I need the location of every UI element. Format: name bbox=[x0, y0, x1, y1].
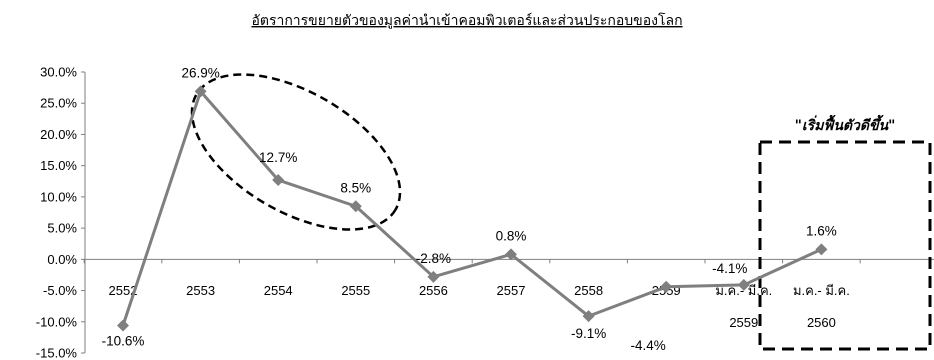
y-tick-label: 20.0% bbox=[40, 127, 77, 142]
x-tick-label: 2558 bbox=[574, 283, 603, 298]
data-label: -9.1% bbox=[571, 326, 606, 341]
y-tick-label: 10.0% bbox=[40, 189, 77, 204]
data-label: 26.9% bbox=[181, 65, 219, 80]
y-tick-label: 30.0% bbox=[40, 65, 77, 80]
series-path bbox=[121, 89, 823, 326]
x-tick-label-year: 2559 bbox=[729, 315, 758, 330]
data-point bbox=[117, 319, 129, 332]
data-point bbox=[660, 280, 673, 293]
data-label: 12.7% bbox=[259, 150, 297, 165]
data-labels: -10.6% 26.9% 12.7% 8.5% -2.8% 0.8% -9.1% -4.4% -… bbox=[102, 65, 837, 352]
x-tick-label: ม.ค.- มี.ค. bbox=[793, 283, 850, 298]
data-point bbox=[505, 248, 517, 261]
y-tick-label: 25.0% bbox=[40, 96, 77, 111]
data-point bbox=[349, 200, 362, 213]
data-label: 0.8% bbox=[496, 228, 527, 243]
highlight-box bbox=[758, 140, 932, 351]
data-point bbox=[582, 310, 595, 323]
data-point bbox=[815, 243, 828, 256]
data-point bbox=[194, 85, 207, 98]
y-tick-label: -5.0% bbox=[43, 283, 77, 298]
x-tick-label-year: 2560 bbox=[807, 315, 836, 330]
y-tick-label: 0.0% bbox=[47, 252, 77, 267]
data-label: -4.1% bbox=[712, 261, 747, 276]
data-label: 8.5% bbox=[340, 180, 371, 195]
y-tick-label: -10.0% bbox=[36, 314, 78, 329]
y-tick-label: -15.0% bbox=[36, 346, 78, 360]
series-markers bbox=[117, 85, 828, 332]
series-line bbox=[121, 89, 823, 326]
x-tick-label: 2552 bbox=[109, 283, 138, 298]
highlight-ellipse bbox=[190, 73, 402, 231]
x-tick-label: 2556 bbox=[419, 283, 448, 298]
annotations: "เริ่มฟื้นตัวดีขึ้น" bbox=[190, 73, 932, 351]
x-tick-label: 2557 bbox=[497, 283, 526, 298]
y-tick-label: 15.0% bbox=[40, 158, 77, 173]
x-axis: 2552 2553 2554 2555 2556 2557 2558 2559 ม.ค.- มี… bbox=[83, 258, 934, 330]
data-point bbox=[272, 174, 285, 187]
data-label: 1.6% bbox=[806, 223, 837, 238]
x-tick-label: 2553 bbox=[186, 283, 215, 298]
x-tick-label: 2554 bbox=[264, 283, 293, 298]
y-tick-label: 5.0% bbox=[47, 221, 77, 236]
x-tick-label: 2555 bbox=[341, 283, 370, 298]
data-point bbox=[737, 278, 750, 291]
data-label: -2.8% bbox=[416, 251, 451, 266]
y-axis: 30.0% 25.0% 20.0% 15.0% 10.0% 5.0% 0.0% -5.0% -1… bbox=[36, 65, 86, 360]
chart-title: อัตราการขยายตัวของมูลค่านำเข้าคอมพิวเตอร… bbox=[251, 12, 682, 29]
data-point bbox=[427, 270, 440, 283]
data-label: -4.4% bbox=[631, 338, 666, 353]
data-label: -10.6% bbox=[102, 334, 145, 349]
recovery-annotation: "เริ่มฟื้นตัวดีขึ้น" bbox=[795, 114, 896, 134]
